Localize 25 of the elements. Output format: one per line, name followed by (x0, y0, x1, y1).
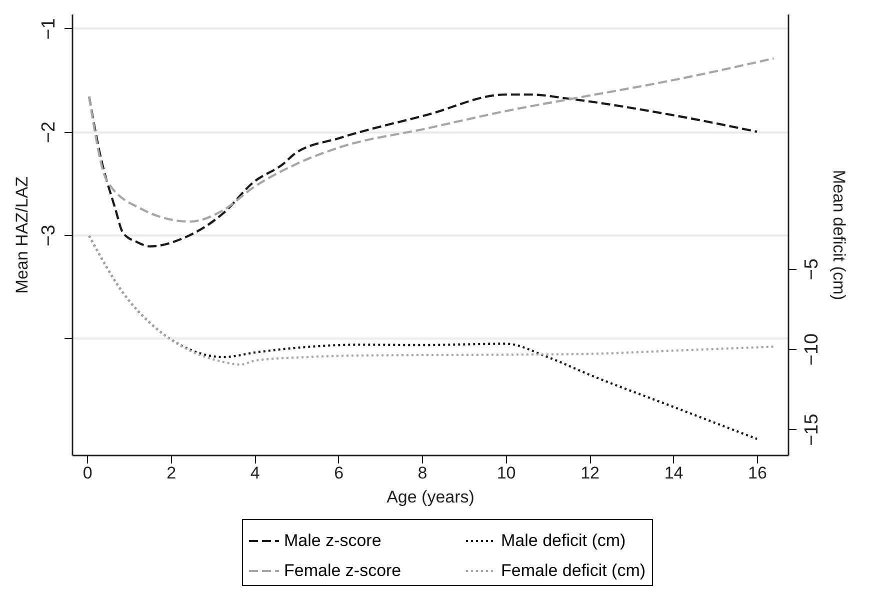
x-axis-title: Age (years) (386, 488, 474, 506)
x-tick-label: 8 (418, 464, 428, 482)
y-axis-title: Mean HAZ/LAZ (12, 176, 32, 294)
legend-label: Male deficit (cm) (501, 531, 626, 550)
x-tick-label: 12 (580, 464, 600, 482)
y2-tick-label: −10 (802, 333, 822, 366)
y-tick-label: −2 (38, 121, 60, 144)
line-series (88, 57, 775, 223)
y-tick-label: −1 (38, 18, 60, 40)
x-tick-label: 4 (250, 464, 260, 482)
y-tick-label: −3 (38, 224, 60, 246)
x-tick-label: 14 (664, 464, 684, 482)
line-series (88, 93, 758, 248)
x-tick-label: 10 (496, 464, 516, 482)
line-series (88, 234, 775, 366)
x-tick-label: 0 (82, 464, 92, 482)
legend-label: Female z-score (284, 561, 402, 580)
x-tick-label: 2 (166, 464, 176, 482)
y2-tick-label: −15 (802, 414, 822, 446)
legend-label: Female deficit (cm) (501, 561, 646, 580)
y2-axis-title: Mean deficit (cm) (830, 170, 848, 300)
x-tick-label: 6 (334, 464, 344, 482)
y2-tick-label: −5 (802, 258, 822, 280)
x-tick-label: 16 (748, 464, 767, 482)
legend-label: Male z-score (284, 531, 382, 550)
